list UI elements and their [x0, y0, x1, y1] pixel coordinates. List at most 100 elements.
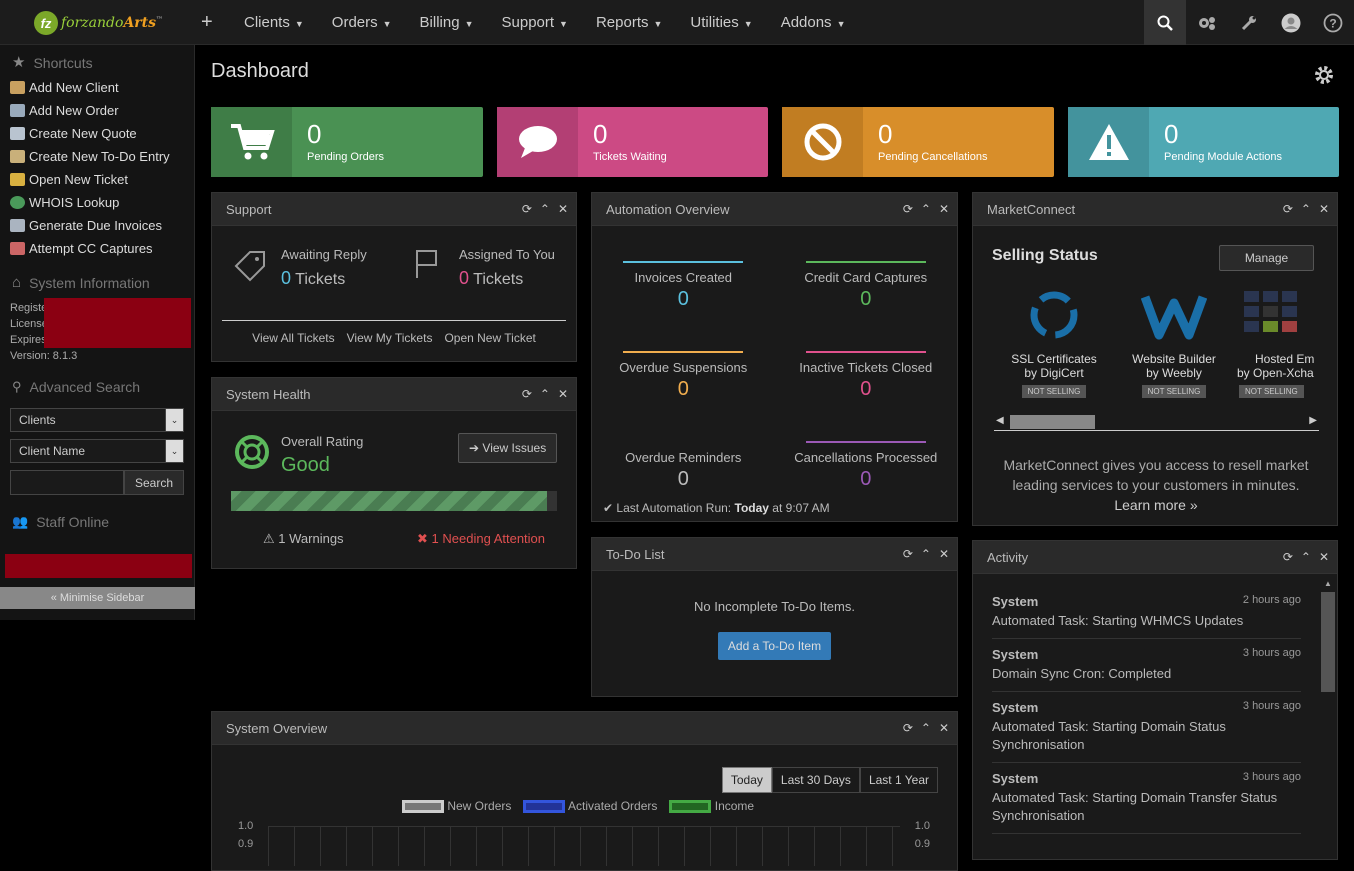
activity-item: System 3 hours ago Domain Sync Cron: Compl…	[992, 639, 1301, 692]
logo[interactable]: fz forzandoArts™	[34, 9, 163, 37]
collapse-icon[interactable]: ⌃	[1300, 202, 1311, 216]
activity-panel: Activity ⟳ ⌃ ✕ System 2 hours ago Automated …	[972, 540, 1338, 860]
shortcut-generate-invoices[interactable]: Generate Due Invoices	[0, 214, 194, 237]
panel-header: System Health ⟳ ⌃ ✕	[212, 378, 576, 411]
close-icon[interactable]: ✕	[938, 721, 949, 735]
stat-value: 0	[878, 119, 893, 149]
menu-reports[interactable]: Reports ▼	[595, 14, 663, 31]
learn-more-link[interactable]: Learn more »	[1114, 497, 1198, 513]
settings-icon[interactable]	[1186, 0, 1228, 45]
close-icon[interactable]: ✕	[938, 547, 949, 561]
panel-title: MarketConnect	[987, 201, 1076, 217]
close-icon[interactable]: ✕	[938, 202, 949, 216]
flag-icon	[416, 250, 437, 278]
panel-title: Support	[226, 201, 272, 217]
menu-clients[interactable]: Clients ▼	[244, 14, 304, 31]
health-progress-fill	[231, 491, 548, 511]
close-icon[interactable]: ✕	[557, 387, 568, 401]
range-1-year[interactable]: Last 1 Year	[859, 767, 938, 793]
scroll-thumb[interactable]	[1321, 592, 1335, 692]
support-body: Awaiting Reply 0 Tickets Assigned To You…	[212, 226, 576, 321]
open-new-ticket-link[interactable]: Open New Ticket	[444, 331, 536, 345]
attention-count[interactable]: ✖ 1 Needing Attention	[417, 531, 546, 546]
refresh-icon[interactable]: ⟳	[521, 202, 532, 216]
refresh-icon[interactable]: ⟳	[521, 387, 532, 401]
metric-label: Inactive Tickets Closed	[799, 360, 933, 375]
search-type-select[interactable]: Clients ⌄	[10, 408, 184, 432]
shortcut-add-new-client[interactable]: Add New Client	[0, 76, 194, 99]
help-icon[interactable]: ?	[1312, 0, 1354, 45]
range-30-days[interactable]: Last 30 Days	[771, 767, 860, 793]
metric-value: 0	[677, 378, 689, 400]
gear-icon[interactable]	[1314, 65, 1334, 88]
search-button[interactable]: Search	[124, 470, 184, 495]
logo-text: forzandoArts™	[61, 15, 164, 31]
manage-button[interactable]: Manage	[1219, 245, 1314, 271]
close-icon[interactable]: ✕	[557, 202, 568, 216]
shortcut-whois-lookup[interactable]: WHOIS Lookup	[0, 191, 194, 214]
menu-orders[interactable]: Orders ▼	[331, 14, 392, 31]
scroll-left-icon[interactable]: ◀	[996, 415, 1004, 426]
menu-billing[interactable]: Billing ▼	[419, 14, 474, 31]
view-issues-button[interactable]: ➔ View Issues	[458, 433, 558, 463]
shortcut-create-new-quote[interactable]: Create New Quote	[0, 122, 194, 145]
automation-metric: Cancellations Processed 0	[775, 441, 958, 531]
activity-scrollbar[interactable]: ▲	[1321, 579, 1335, 859]
shortcut-open-ticket[interactable]: Open New Ticket	[0, 168, 194, 191]
metric-label: Overdue Suspensions	[619, 360, 748, 375]
stat-pending-orders[interactable]: 0 Pending Orders	[211, 107, 483, 177]
service-hosted-email[interactable]: Hosted Em by Open-Xcha NOT SELLING	[1237, 289, 1319, 398]
status-badge: NOT SELLING	[1239, 385, 1304, 398]
stat-pending-module-actions[interactable]: 0 Pending Module Actions	[1068, 107, 1339, 177]
scroll-up-icon[interactable]: ▲	[1324, 579, 1332, 588]
collapse-icon[interactable]: ⌃	[1300, 550, 1311, 564]
service-ssl[interactable]: SSL Certificates by DigiCert NOT SELLING	[994, 289, 1114, 398]
assigned-count[interactable]: 0 Tickets	[459, 268, 524, 288]
refresh-icon[interactable]: ⟳	[902, 721, 913, 735]
warning-icon: ⚠	[263, 531, 275, 546]
globe-icon	[10, 196, 25, 209]
service-website-builder[interactable]: Website Builder by Weebly NOT SELLING	[1114, 289, 1234, 398]
view-all-tickets-link[interactable]: View All Tickets	[252, 331, 335, 345]
collapse-icon[interactable]: ⌃	[920, 202, 931, 216]
awaiting-reply-count[interactable]: 0 Tickets	[281, 268, 346, 288]
refresh-icon[interactable]: ⟳	[902, 202, 913, 216]
carousel-scrollbar[interactable]: ◀ ▶	[994, 414, 1319, 431]
logo-mark: fz	[34, 11, 58, 35]
user-avatar-icon[interactable]	[1270, 0, 1312, 45]
collapse-icon[interactable]: ⌃	[539, 202, 550, 216]
shortcut-add-new-order[interactable]: Add New Order	[0, 99, 194, 122]
menu-support[interactable]: Support ▼	[501, 14, 568, 31]
collapse-icon[interactable]: ⌃	[539, 387, 550, 401]
refresh-icon[interactable]: ⟳	[1282, 202, 1293, 216]
scroll-right-icon[interactable]: ▶	[1309, 415, 1317, 426]
stat-tickets-waiting[interactable]: 0 Tickets Waiting	[497, 107, 768, 177]
add-todo-button[interactable]: Add a To-Do Item	[717, 632, 832, 660]
close-icon[interactable]: ✕	[1318, 202, 1329, 216]
todo-icon	[10, 150, 25, 163]
collapse-icon[interactable]: ⌃	[920, 721, 931, 735]
automation-metric: Inactive Tickets Closed 0	[775, 351, 958, 441]
close-icon[interactable]: ✕	[1318, 550, 1329, 564]
shortcut-attempt-cc[interactable]: Attempt CC Captures	[0, 237, 194, 260]
refresh-icon[interactable]: ⟳	[902, 547, 913, 561]
collapse-icon[interactable]: ⌃	[920, 547, 931, 561]
minimise-sidebar-button[interactable]: « Minimise Sidebar	[0, 587, 195, 609]
refresh-icon[interactable]: ⟳	[1282, 550, 1293, 564]
search-icon[interactable]	[1144, 0, 1186, 45]
view-my-tickets-link[interactable]: View My Tickets	[346, 331, 433, 345]
warnings-count[interactable]: ⚠ 1 Warnings	[263, 531, 344, 546]
add-new-button[interactable]: +	[201, 11, 213, 33]
wrench-icon[interactable]	[1228, 0, 1270, 45]
shortcut-create-todo[interactable]: Create New To-Do Entry	[0, 145, 194, 168]
activity-description: Domain Sync Cron: Completed	[992, 666, 1172, 681]
panel-header: MarketConnect ⟳ ⌃ ✕	[973, 193, 1337, 226]
search-input[interactable]	[10, 470, 124, 495]
menu-addons[interactable]: Addons ▼	[780, 14, 846, 31]
activity-time: 3 hours ago	[1242, 700, 1301, 712]
menu-utilities[interactable]: Utilities ▼	[690, 14, 753, 31]
stat-pending-cancellations[interactable]: 0 Pending Cancellations	[782, 107, 1054, 177]
search-field-select[interactable]: Client Name ⌄	[10, 439, 184, 463]
scroll-thumb[interactable]	[1010, 415, 1095, 429]
range-today[interactable]: Today	[721, 767, 772, 793]
